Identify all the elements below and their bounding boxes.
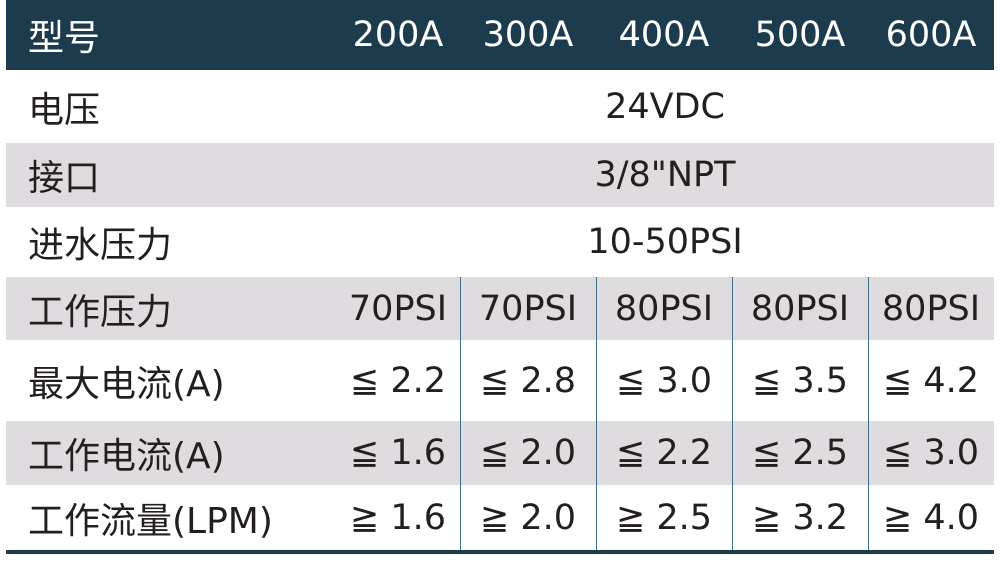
max-current-cell: ≦ 3.0 (615, 360, 713, 401)
model-300a: 300A (482, 15, 574, 55)
working-current-cell: ≦ 3.0 (882, 433, 980, 473)
max-current-cell: ≦ 4.2 (882, 360, 980, 401)
column-divider (868, 277, 869, 550)
working-pressure-label: 工作压力 (28, 291, 173, 333)
column-divider (732, 277, 733, 550)
working-flow-cell: ≧ 1.6 (349, 497, 447, 538)
voltage-value: 24VDC (605, 86, 725, 127)
working-pressure-row: 工作压力 70PSI 70PSI 80PSI 80PSI 80PSI (6, 277, 994, 340)
working-flow-row: 工作流量(LPM) ≧ 1.6 ≧ 2.0 ≧ 2.5 ≧ 3.2 ≧ 4.0 (6, 485, 994, 550)
working-flow-cell: ≧ 3.2 (751, 497, 849, 538)
working-current-cell: ≦ 2.5 (751, 433, 849, 473)
model-600a: 600A (885, 15, 977, 55)
working-flow-cell: ≧ 2.0 (479, 497, 577, 538)
working-current-row: 工作电流(A) ≦ 1.6 ≦ 2.0 ≦ 2.2 ≦ 2.5 ≦ 3.0 (6, 421, 994, 485)
voltage-label: 电压 (28, 89, 101, 131)
header-row: 型号 200A 300A 400A 500A 600A (6, 0, 994, 70)
max-current-label: 最大电流(A) (28, 363, 225, 405)
working-pressure-cell: 80PSI (881, 288, 981, 329)
working-flow-cell: ≧ 4.0 (882, 497, 980, 538)
working-current-cell: ≦ 2.2 (615, 433, 713, 473)
working-pressure-cell: 80PSI (614, 288, 714, 329)
port-row: 接口 3/8"NPT (6, 143, 994, 207)
model-label: 型号 (28, 18, 101, 59)
port-value: 3/8"NPT (594, 155, 736, 195)
inlet-pressure-label: 进水压力 (28, 225, 173, 266)
max-current-row: 最大电流(A) ≦ 2.2 ≦ 2.8 ≦ 3.0 ≦ 3.5 ≦ 4.2 (6, 340, 994, 421)
model-200a: 200A (352, 15, 444, 55)
model-400a: 400A (618, 15, 710, 55)
working-current-label: 工作电流(A) (28, 436, 225, 477)
inlet-pressure-row: 进水压力 10-50PSI (6, 207, 994, 277)
inlet-pressure-value: 10-50PSI (587, 222, 743, 262)
max-current-cell: ≦ 3.5 (751, 360, 849, 401)
port-label: 接口 (28, 158, 101, 199)
working-pressure-cell: 80PSI (750, 288, 850, 329)
max-current-cell: ≦ 2.2 (349, 360, 447, 401)
working-flow-cell: ≧ 2.5 (615, 497, 713, 538)
model-500a: 500A (754, 15, 846, 55)
spec-table: 型号 200A 300A 400A 500A 600A 电压 24VDC 接口 … (6, 0, 994, 556)
max-current-cell: ≦ 2.8 (479, 360, 577, 401)
column-divider (596, 277, 597, 550)
working-current-cell: ≦ 2.0 (479, 433, 577, 473)
column-divider (460, 277, 461, 550)
working-current-cell: ≦ 1.6 (349, 433, 447, 473)
working-pressure-cell: 70PSI (348, 288, 448, 329)
voltage-row: 电压 24VDC (6, 70, 994, 143)
table-bottom-rule (6, 550, 994, 554)
working-pressure-cell: 70PSI (478, 288, 578, 329)
working-flow-label: 工作流量(LPM) (28, 500, 273, 542)
